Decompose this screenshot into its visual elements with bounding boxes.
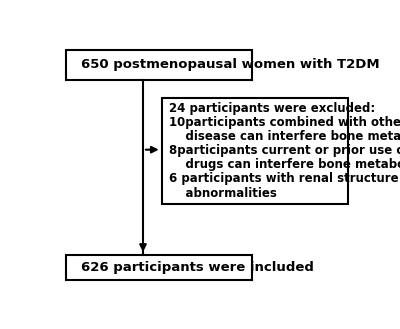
Text: 650 postmenopausal women with T2DM: 650 postmenopausal women with T2DM	[81, 58, 380, 71]
Text: 8participants current or prior use of: 8participants current or prior use of	[169, 144, 400, 157]
Text: drugs can interfere bone metabolism: drugs can interfere bone metabolism	[169, 158, 400, 171]
Text: 6 participants with renal structure: 6 participants with renal structure	[169, 172, 399, 186]
Text: 10participants combined with other: 10participants combined with other	[169, 116, 400, 129]
Text: 626 participants were included: 626 participants were included	[81, 261, 314, 274]
Text: 24 participants were excluded:: 24 participants were excluded:	[169, 102, 376, 114]
Text: abnormalities: abnormalities	[169, 187, 277, 200]
Bar	[66, 50, 252, 80]
Text: disease can interfere bone metabolism: disease can interfere bone metabolism	[169, 130, 400, 143]
Bar	[162, 98, 348, 204]
Bar	[66, 255, 252, 280]
